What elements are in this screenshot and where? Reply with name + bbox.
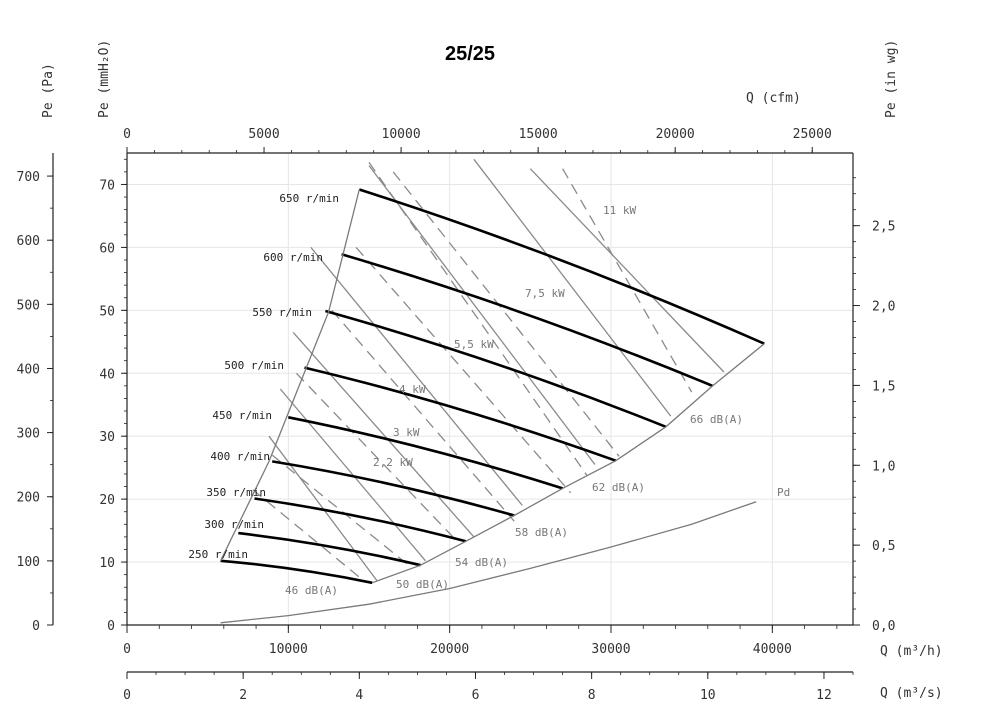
y-right-tick-label: 0,5 [872,539,895,554]
speed-curve-label: 450 r/min [212,409,272,422]
y-left-1-tick-label: 200 [17,491,40,506]
dynamic-pressure-curve [220,501,757,624]
power-line-label: 3 kW [393,426,420,439]
speed-curve [304,366,617,462]
x-bottom-1-tick-label: 30000 [591,642,630,657]
speed-curve [341,253,714,388]
system-curve-dashed [392,171,620,457]
speed-curve-label: 300 r/min [204,518,264,531]
y-left-1-tick-label: 300 [17,427,40,442]
speed-curve [271,460,515,517]
power-line-label: 5,5 kW [454,338,494,351]
x-bottom-1-tick-label: 40000 [753,642,792,657]
power-line [529,168,725,373]
y-right-tick-label: 2,0 [872,300,895,315]
y-left-1-tick-label: 500 [17,298,40,313]
speed-curve [325,309,667,429]
system-curve-dashed [271,454,410,567]
y-left-2-tick-label: 20 [99,493,115,508]
x-bottom-2-tick-label: 4 [355,688,363,703]
y-left-2-tick-label: 10 [99,556,115,571]
y-left-1-tick-label: 100 [17,555,40,570]
power-line-label: 4 kW [399,383,426,396]
x-top-tick-label: 20000 [656,127,695,142]
y-left-2-tick-label: 70 [99,178,115,193]
dynamic-pressure-label: Pd [777,486,790,499]
y-left-1-tick-label: 600 [17,234,40,249]
speed-curve-label: 350 r/min [206,486,266,499]
envelope-left [220,189,360,562]
speed-curve-label: 550 r/min [252,306,312,319]
chart-title: 25/25 [445,43,495,65]
power-line-label: 7,5 kW [525,287,565,300]
system-curve-dashed [295,372,459,543]
series [220,158,765,624]
x-top-tick-label: 25000 [793,127,832,142]
speed-curve-label: 650 r/min [279,192,339,205]
sound-level-label: 58 dB(A) [515,526,568,539]
y-right-tick-label: 0,0 [872,619,895,634]
power-line [473,158,672,417]
x-bottom-1-tick-label: 10000 [269,642,308,657]
x-top-tick-label: 15000 [519,127,558,142]
sound-level-label: 46 dB(A) [285,584,338,597]
x-bottom-2-tick-label: 2 [239,688,247,703]
speed-curve [288,416,563,490]
y-left-1-axis-label: Pe (Pa) [41,63,56,118]
power-line [292,331,475,538]
speed-curve [238,531,421,567]
y-right-tick-label: 2,5 [872,220,895,235]
y-left-2-tick-label: 0 [107,619,115,634]
speed-curve [254,497,467,543]
system-curve-dashed [331,309,515,522]
system-curve-dashed [562,168,693,393]
y-left-2-axis-label: Pe (mmH₂O) [97,40,112,118]
power-line-label: 2,2 kW [373,456,413,469]
curve-labels: 250 r/min 300 r/min 350 r/min 400 r/min 450 … [188,192,790,597]
power-line [368,165,596,465]
x-top-axis-label: Q (cfm) [746,91,801,106]
grid [127,153,853,625]
x-bottom-2-axis-label: Q (m³/s) [880,686,943,701]
x-bottom-1-tick-label: 20000 [430,642,469,657]
system-curve-dashed [355,246,572,494]
y-left-1-tick-label: 0 [32,619,40,634]
system-curve-dashed [368,162,588,476]
y-right-tick-label: 1,0 [872,459,895,474]
y-left-1-tick-label: 400 [17,362,40,377]
x-bottom-1-tick-label: 0 [123,642,131,657]
y-left-2-tick-label: 50 [99,304,115,319]
sound-level-label: 50 dB(A) [396,578,449,591]
x-bottom-2-tick-label: 8 [588,688,596,703]
power-line [310,246,523,506]
system-curve-dashed [252,489,362,579]
y-left-2-tick-label: 30 [99,430,115,445]
sound-level-label: 66 dB(A) [690,413,743,426]
power-line-label: 11 kW [603,204,636,217]
x-bottom-2-tick-label: 6 [472,688,480,703]
y-right-axis-label: Pe (in wg) [884,40,899,118]
speed-curve-label: 500 r/min [224,359,284,372]
speed-curve [220,559,373,585]
x-bottom-2-tick-label: 10 [700,688,716,703]
y-left-2-tick-label: 40 [99,367,115,382]
y-right-tick-label: 1,5 [872,379,895,394]
speed-curve [358,188,765,345]
speed-curve-label: 600 r/min [263,251,323,264]
x-top-tick-label: 5000 [248,127,279,142]
x-top-tick-label: 0 [123,127,131,142]
envelope-right [371,343,765,584]
y-left-1-tick-label: 700 [17,170,40,185]
x-bottom-2-tick-label: 12 [816,688,832,703]
speed-curve-label: 400 r/min [210,450,270,463]
sound-level-label: 54 dB(A) [455,556,508,569]
x-bottom-1-axis-label: Q (m³/h) [880,644,943,659]
x-top-tick-label: 10000 [382,127,421,142]
sound-level-label: 62 dB(A) [592,481,645,494]
x-bottom-2-tick-label: 0 [123,688,131,703]
y-left-2-tick-label: 60 [99,241,115,256]
speed-curve-label: 250 r/min [188,548,248,561]
